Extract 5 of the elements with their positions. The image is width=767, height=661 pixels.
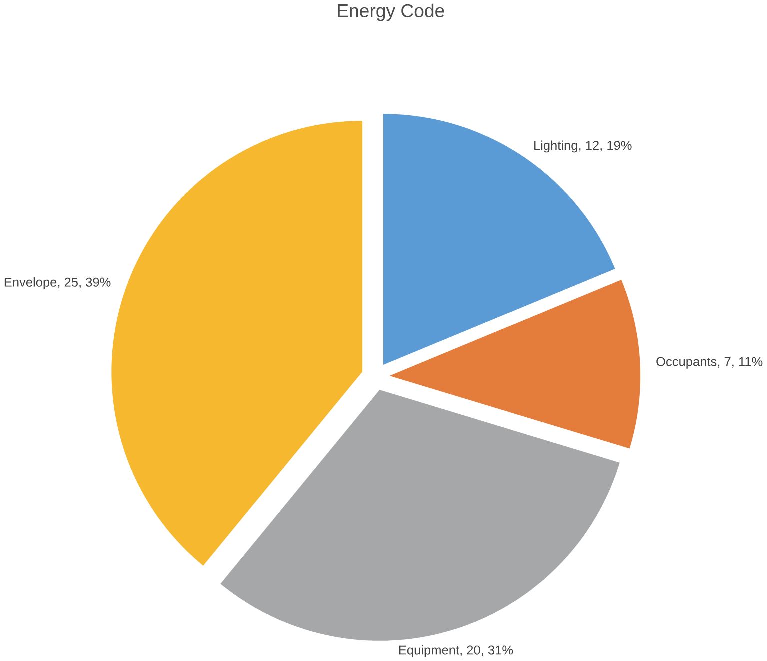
slice-label: Equipment, 20, 31% bbox=[399, 645, 514, 658]
chart-title: Energy Code bbox=[338, 4, 444, 22]
slice-label: Occupants, 7, 11% bbox=[656, 357, 763, 369]
slice-label: Envelope, 25, 39% bbox=[4, 277, 111, 290]
slice-label: Lighting, 12, 19% bbox=[534, 140, 632, 153]
